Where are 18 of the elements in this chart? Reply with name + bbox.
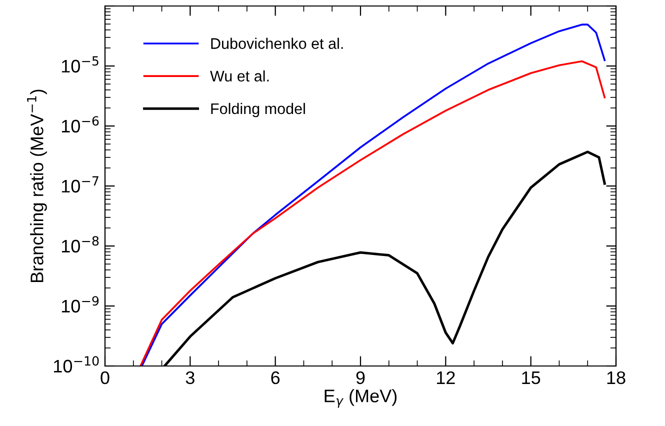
y-tick-label: 10$^{−7}$ (62, 176, 98, 193)
y-tick-label: 10$^{−10}$ (54, 356, 99, 373)
y-tick-label: 10$^{−5}$ (62, 56, 98, 73)
y-tick-label: 10$^{−8}$ (62, 236, 99, 253)
legend-label: Dubovichenko et al. (211, 38, 343, 49)
legend-label: Wu et al. (210, 70, 269, 82)
legend-label: Folding model (211, 102, 305, 118)
y-tick-label: 10$^{−6}$ (62, 116, 99, 133)
y-tick-label: 10$^{−9}$ (62, 296, 99, 313)
y-axis-title: Branching ratio (MeV$^{−1}$) (27, 90, 47, 282)
x-tick-label: 18 (607, 371, 626, 384)
x-tick-label: 15 (522, 372, 540, 384)
x-axis-title: E$_{γ}$ (MeV) (324, 389, 397, 408)
x-tick-label: 12 (437, 371, 455, 384)
x-tick-label: 9 (356, 371, 365, 384)
x-tick-label: 6 (271, 371, 280, 384)
x-tick-label: 0 (100, 371, 110, 384)
x-tick-label: 3 (186, 371, 194, 384)
